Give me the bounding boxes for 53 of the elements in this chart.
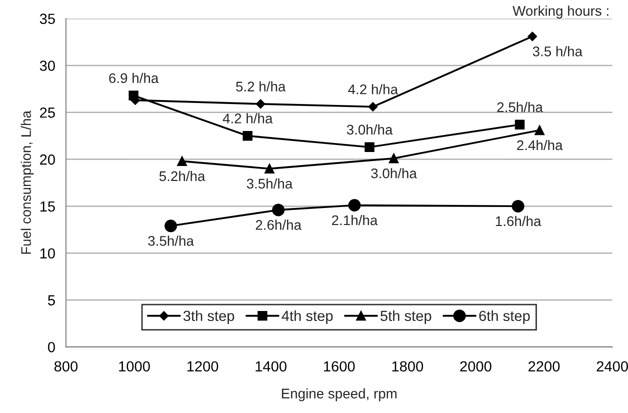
point bbox=[528, 32, 538, 42]
point bbox=[388, 154, 399, 164]
point bbox=[264, 164, 274, 174]
annotation: 3.5h/ha bbox=[246, 178, 293, 189]
x-tick-label: 800 bbox=[54, 361, 78, 372]
point bbox=[364, 142, 374, 152]
point bbox=[534, 125, 544, 136]
x-tick-label: 1600 bbox=[324, 361, 355, 372]
point bbox=[177, 156, 187, 166]
x-tick-label: 1800 bbox=[392, 361, 424, 372]
annotation: 6.9 h/ha bbox=[109, 72, 159, 84]
y-axis-title: Fuel consumption, L/ha bbox=[20, 110, 34, 254]
annotation: 2.4h/ha bbox=[517, 140, 563, 150]
point bbox=[256, 99, 266, 109]
x-axis-title: Engine speed, rpm bbox=[282, 388, 396, 402]
point bbox=[512, 200, 524, 212]
legend-label: 4th step bbox=[282, 310, 333, 324]
annotation: 2.1h/ha bbox=[332, 214, 378, 226]
x-tick-label: 1000 bbox=[119, 361, 150, 372]
annotation: 3.5 h/ha bbox=[532, 46, 582, 56]
y-tick-label: 20 bbox=[40, 154, 55, 165]
annotation: 3.0h/ha bbox=[346, 124, 393, 135]
y-tick-label: 10 bbox=[40, 248, 55, 259]
legend-label: 3th step bbox=[183, 310, 234, 324]
x-tick-label: 1200 bbox=[187, 361, 218, 372]
annotation: 4.2 h/ha bbox=[222, 113, 273, 124]
y-tick-label: 35 bbox=[40, 14, 55, 24]
x-tick-label: 2400 bbox=[596, 361, 628, 372]
x-tick-label: 2000 bbox=[460, 361, 492, 372]
annotation: 4.2 h/ha bbox=[348, 84, 398, 94]
point bbox=[348, 199, 361, 212]
point bbox=[272, 204, 285, 216]
point bbox=[164, 220, 178, 232]
y-tick-label: 25 bbox=[40, 107, 55, 118]
point bbox=[242, 130, 252, 141]
annotation: 2.6h/ha bbox=[256, 220, 302, 230]
annotation: 1.6h/ha bbox=[496, 216, 542, 226]
legend-label: 6th step bbox=[479, 310, 530, 324]
point bbox=[514, 120, 525, 130]
y-tick-label: 15 bbox=[40, 201, 55, 212]
annotation: 3.0h/ha bbox=[371, 168, 417, 178]
x-tick-label: 2200 bbox=[528, 361, 560, 372]
point bbox=[368, 102, 378, 112]
text: Working hours : bbox=[512, 6, 608, 19]
y-tick-label: 0 bbox=[48, 342, 55, 352]
annotation: 5.2 h/ha bbox=[236, 81, 286, 92]
x-tick-label: 1400 bbox=[256, 361, 286, 372]
y-tick-label: 5 bbox=[48, 295, 55, 306]
y-tick-label: 30 bbox=[40, 60, 55, 71]
legend-label: 5th step bbox=[380, 310, 432, 324]
annotation: 2.5h/ha bbox=[497, 102, 543, 112]
annotation: 3.5h/ha bbox=[148, 236, 194, 246]
annotation: 5.2h/ha bbox=[159, 170, 206, 182]
